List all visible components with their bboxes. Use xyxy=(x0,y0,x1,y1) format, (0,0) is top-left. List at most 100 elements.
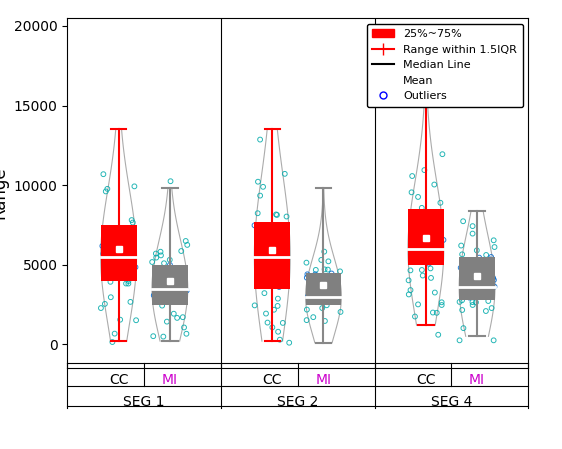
Point xyxy=(459,325,468,332)
Point xyxy=(271,211,280,218)
Point xyxy=(180,269,189,276)
Point xyxy=(420,167,429,174)
Point xyxy=(151,250,160,257)
Point xyxy=(309,313,318,321)
Point xyxy=(273,211,282,219)
Point xyxy=(99,171,108,178)
Point xyxy=(152,254,161,261)
Point xyxy=(155,287,164,295)
Point xyxy=(101,188,110,195)
Point xyxy=(468,230,477,237)
Point xyxy=(109,239,118,247)
Point xyxy=(126,298,135,305)
Point xyxy=(285,339,294,346)
Point xyxy=(275,283,284,291)
Point xyxy=(418,266,427,273)
Point xyxy=(455,298,464,305)
Point xyxy=(258,280,267,287)
Point xyxy=(270,225,279,233)
Point xyxy=(274,328,283,335)
Point xyxy=(302,274,311,281)
Point xyxy=(428,211,437,218)
Point xyxy=(418,272,427,279)
Point xyxy=(163,298,172,305)
Point xyxy=(472,247,481,254)
Text: CC: CC xyxy=(109,373,128,387)
Text: CC: CC xyxy=(262,373,282,387)
Point xyxy=(125,237,134,244)
Point xyxy=(406,267,415,274)
Point xyxy=(482,251,491,259)
Point xyxy=(418,204,427,211)
Point xyxy=(99,250,108,257)
Point xyxy=(128,219,137,226)
Point xyxy=(326,288,335,295)
Point xyxy=(270,306,279,313)
Text: MI: MI xyxy=(315,373,332,387)
Point xyxy=(306,277,315,284)
Point xyxy=(165,275,174,282)
Point xyxy=(427,274,436,282)
FancyBboxPatch shape xyxy=(408,209,444,265)
Point xyxy=(97,304,106,312)
Point xyxy=(489,237,498,244)
Point xyxy=(456,264,465,271)
Point xyxy=(259,183,268,190)
Point xyxy=(182,330,191,337)
Point xyxy=(426,265,435,272)
Point xyxy=(149,333,158,340)
FancyBboxPatch shape xyxy=(306,273,341,304)
Point xyxy=(430,289,439,296)
Point xyxy=(327,270,336,277)
Text: SEG 1: SEG 1 xyxy=(124,395,165,409)
Point xyxy=(407,189,416,196)
Point xyxy=(465,294,474,301)
Point xyxy=(256,192,265,199)
Point xyxy=(404,291,413,298)
Point xyxy=(330,275,339,282)
Point xyxy=(178,313,187,321)
Point xyxy=(457,251,466,258)
Point xyxy=(483,292,492,299)
Point xyxy=(302,317,311,324)
Point xyxy=(157,299,166,306)
Point xyxy=(487,253,496,260)
Point xyxy=(437,301,446,308)
Point xyxy=(459,218,468,225)
Point xyxy=(158,284,167,291)
Point xyxy=(318,304,327,312)
Point xyxy=(263,319,272,326)
Point xyxy=(127,216,136,224)
Text: MI: MI xyxy=(162,373,178,387)
Point xyxy=(305,296,314,304)
Point xyxy=(282,239,291,247)
Point xyxy=(129,229,138,236)
Point xyxy=(322,296,331,303)
Point xyxy=(407,172,416,180)
Point xyxy=(103,248,112,255)
Point xyxy=(157,302,166,309)
Point xyxy=(304,293,313,300)
Point xyxy=(166,276,175,283)
FancyBboxPatch shape xyxy=(152,265,188,304)
Point xyxy=(423,227,432,234)
Point xyxy=(165,261,174,269)
Point xyxy=(437,299,446,306)
FancyBboxPatch shape xyxy=(101,225,137,281)
Point xyxy=(468,223,477,230)
Point xyxy=(177,247,186,255)
Point xyxy=(181,238,190,245)
Point xyxy=(459,257,468,264)
Point xyxy=(115,260,124,267)
Point xyxy=(417,242,426,249)
Point xyxy=(156,252,165,259)
Point xyxy=(433,256,442,264)
Point xyxy=(275,336,284,343)
Point xyxy=(482,308,491,315)
Point xyxy=(270,270,279,277)
Point xyxy=(261,310,270,317)
Point xyxy=(110,330,119,337)
Point xyxy=(322,302,331,309)
Point xyxy=(424,260,433,267)
Point xyxy=(320,266,329,273)
